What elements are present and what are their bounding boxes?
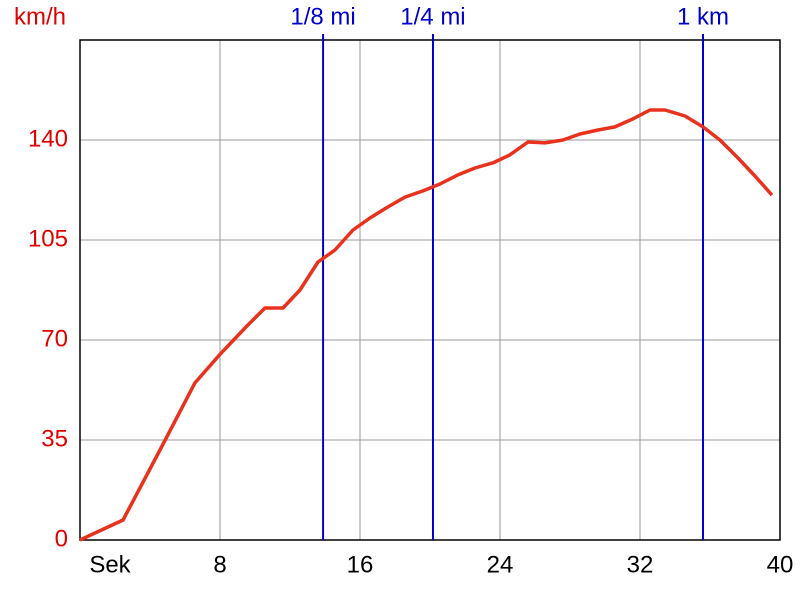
x-tick-label: 24 [487, 551, 514, 578]
distance-marker-label: 1/4 mi [400, 3, 465, 30]
distance-marker-label: 1/8 mi [290, 3, 355, 30]
y-tick-label: 70 [41, 325, 68, 352]
y-tick-label: 105 [28, 225, 68, 252]
y-tick-label: 140 [28, 125, 68, 152]
x-tick-label: Sek [89, 551, 131, 578]
x-tick-label: 32 [627, 551, 654, 578]
y-axis-label: km/h [14, 3, 66, 30]
x-tick-label: 8 [213, 551, 226, 578]
plot-border [79, 39, 781, 541]
y-tick-label: 35 [41, 425, 68, 452]
x-tick-label: 16 [347, 551, 374, 578]
distance-marker-label: 1 km [677, 3, 729, 30]
speed-line [79, 108, 774, 542]
x-tick-label: 40 [767, 551, 794, 578]
y-tick-label: 0 [55, 525, 68, 552]
